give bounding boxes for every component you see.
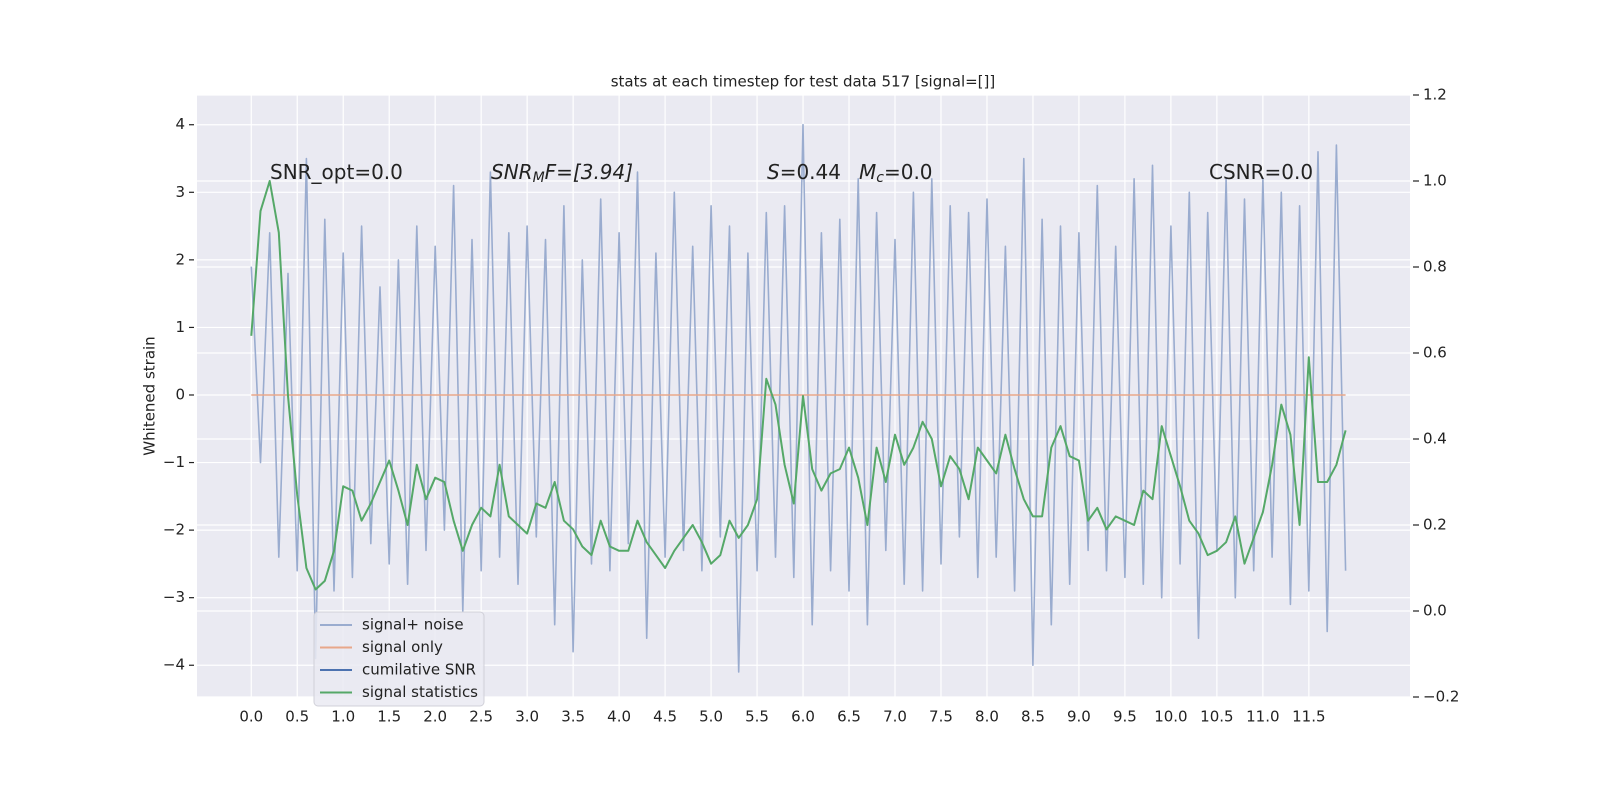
annotation-rest: F=[3.94] [545, 160, 633, 184]
series-line [250, 180, 1347, 591]
y-tick-label: −2 [163, 521, 185, 539]
legend-label: signal statistics [362, 683, 478, 701]
annotation-sub: M [533, 170, 545, 186]
x-tick-label: 5.5 [745, 708, 769, 726]
legend-label: cumilative SNR [362, 661, 476, 679]
x-tick-label: 10.0 [1154, 708, 1187, 726]
y2-tick-label: 0.8 [1423, 258, 1447, 276]
annotation: CSNR=0.0 [1209, 160, 1313, 184]
y-axis-label: Whitened strain [141, 336, 159, 455]
legend-box [313, 611, 485, 707]
marks [250, 123, 1347, 673]
y-tick-label: 3 [175, 183, 185, 201]
x-tick-label: 8.5 [1021, 708, 1045, 726]
y2-tick-label: 1.0 [1423, 172, 1447, 190]
y-tick-label: −1 [163, 453, 185, 471]
x-tick-label: 1.5 [377, 708, 401, 726]
annotation: SNR_opt=0.0 [270, 160, 403, 184]
x-tick-label: 1.0 [331, 708, 355, 726]
x-tick-label: 6.5 [837, 708, 861, 726]
annotation: SNRMF=[3.94] [491, 160, 633, 187]
y2-tick-label: 0.6 [1423, 344, 1447, 362]
x-tick-label: 11.5 [1292, 708, 1325, 726]
annotation-main: S [767, 160, 780, 184]
legend-label: signal+ noise [362, 616, 464, 634]
annotation-rest: =0.0 [884, 160, 933, 184]
x-tick-label: 7.0 [883, 708, 907, 726]
y2-tick-label: 1.2 [1423, 86, 1447, 104]
y-tick-label: −3 [163, 588, 185, 606]
x-tick-label: 3.5 [561, 708, 585, 726]
x-tick-label: 0.5 [285, 708, 309, 726]
y-tick-label: 4 [175, 115, 185, 133]
legend-label: signal only [362, 638, 443, 656]
annotation-rest: SNR_opt=0.0 [270, 160, 403, 184]
annotation-rest: CSNR=0.0 [1209, 160, 1313, 184]
annotation-sub: c [876, 170, 884, 186]
y2-tick-label: 0.4 [1423, 430, 1447, 448]
y-tick-label: 1 [175, 318, 185, 336]
grid [197, 94, 1410, 698]
series-line [250, 123, 1347, 673]
annotation-main: SNR [491, 160, 533, 184]
x-tick-label: 6.0 [791, 708, 815, 726]
x-tick-label: 2.0 [423, 708, 447, 726]
x-tick-label: 2.5 [469, 708, 493, 726]
y2-tick-label: −0.2 [1423, 688, 1459, 706]
labels: 0.0 0.5 1.0 1.5 2.0 2.5 3.0 3.5 4.0 4.5 5.0 5.5 6.0 6… [163, 86, 1460, 726]
y-tick-label: 0 [175, 385, 185, 403]
y2-tick-label: 0.2 [1423, 516, 1447, 534]
y-tick-label: 2 [175, 250, 185, 268]
x-tick-label: 0.0 [239, 708, 263, 726]
x-tick-label: 3.0 [515, 708, 539, 726]
x-tick-label: 9.5 [1113, 708, 1137, 726]
x-tick-label: 9.0 [1067, 708, 1091, 726]
x-tick-label: 4.5 [653, 708, 677, 726]
x-tick-label: 7.5 [929, 708, 953, 726]
x-tick-label: 5.0 [699, 708, 723, 726]
chart-title: stats at each timestep for test data 517… [611, 73, 996, 91]
x-tick-label: 8.0 [975, 708, 999, 726]
x-tick-label: 11.0 [1246, 708, 1279, 726]
annotation-main: M [859, 160, 876, 184]
x-tick-label: 4.0 [607, 708, 631, 726]
annotation: S=0.44 [767, 160, 841, 184]
annotation-rest: =0.44 [780, 160, 841, 184]
annotation: Mc=0.0 [859, 160, 933, 187]
y2-tick-label: 0.0 [1423, 602, 1447, 620]
x-tick-label: 10.5 [1200, 708, 1233, 726]
y-tick-label: −4 [163, 656, 185, 674]
